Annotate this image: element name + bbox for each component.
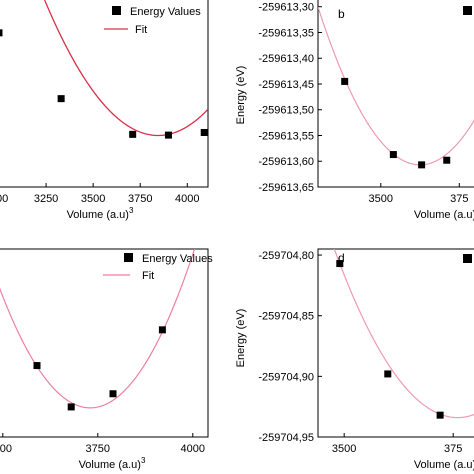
y-axis-label-b: Energy (eV) — [235, 66, 247, 125]
x-axis-label-a: Volume (a.u)3 — [67, 206, 134, 221]
panel-a: 000 3250 3500 3750 4000 Energy Values Fit Vo… — [0, 0, 209, 221]
panel-label-b: b — [338, 7, 345, 21]
x-tick-label: 3500 — [81, 193, 105, 205]
data-point — [384, 370, 392, 378]
x-tick-label: 375 — [450, 193, 468, 205]
x-tick-label: 000 — [0, 193, 8, 205]
y-tick-label: -259613,65 — [258, 182, 314, 194]
data-point — [389, 151, 397, 159]
legend-c: Energy Values Fit — [103, 253, 213, 282]
x-axis-label-d: Volume (a.u) — [414, 459, 474, 471]
x-tick-label: 4000 — [181, 443, 205, 455]
y-tick-label: -259704,95 — [258, 432, 314, 444]
legend-a: Energy Values Fit — [104, 6, 201, 36]
data-point — [164, 131, 172, 139]
legend-marker-a — [112, 6, 121, 15]
y-tick-label: -259613,45 — [258, 79, 314, 91]
y-tick-label: -259613,30 — [258, 2, 314, 14]
fit-curve-c — [0, 249, 196, 409]
y-tick-label: -259704,90 — [258, 371, 314, 383]
fit-curve-a — [43, 0, 208, 137]
y-axis-label-d: Energy (eV) — [235, 309, 247, 368]
x-axis-label-c: Volume (a.u)3 — [79, 456, 146, 471]
x-tick-label: 4000 — [175, 193, 199, 205]
x-tick-label: 3500 — [369, 193, 393, 205]
legend-label-energy-a: Energy Values — [130, 6, 201, 18]
legend-label-fit-c: Fit — [142, 270, 154, 282]
plot-frame-d — [317, 248, 474, 438]
legend-marker-c — [124, 253, 133, 262]
data-point — [336, 260, 344, 268]
data-point — [57, 95, 65, 103]
plot-frame-a — [0, 0, 209, 188]
legend-marker-b — [463, 6, 472, 15]
y-tick-label: -259613,40 — [258, 53, 314, 65]
y-tick-label: -259704,85 — [258, 311, 314, 323]
data-point — [67, 403, 75, 411]
y-tick-label: -259613,55 — [258, 130, 314, 142]
legend-label-energy-c: Energy Values — [142, 253, 213, 265]
data-point — [200, 128, 208, 136]
panel-c: 500 3750 4000 Energy Values Fit Volume (a.… — [0, 248, 213, 471]
x-tick-label: 3750 — [86, 443, 110, 455]
panel-label-d: d — [338, 251, 345, 265]
y-tick-label: -259613,60 — [258, 156, 314, 168]
data-point — [33, 362, 41, 370]
data-point — [158, 326, 166, 334]
legend-marker-d — [463, 254, 472, 263]
panel-b: 3500 375 -259613,30 -259613,35 -259613,40 -25… — [235, 0, 474, 221]
data-point — [129, 130, 137, 138]
plot-frame-b — [317, 0, 474, 188]
fit-curve-d — [333, 249, 474, 419]
x-tick-label: 375 — [444, 443, 462, 455]
x-tick-label: 3750 — [128, 193, 152, 205]
x-tick-label: 3500 — [332, 443, 356, 455]
x-tick-label: 500 — [0, 443, 12, 455]
data-point — [341, 77, 349, 85]
x-axis-label-b: Volume (a.u) — [414, 209, 474, 221]
y-tick-label: -259613,50 — [258, 105, 314, 117]
fit-curve-b — [318, 6, 474, 166]
x-tick-label: 3250 — [34, 193, 58, 205]
data-point — [443, 156, 451, 164]
data-point — [436, 411, 444, 419]
data-point — [418, 161, 426, 169]
data-point — [0, 29, 3, 37]
plot-frame-c — [0, 248, 209, 438]
data-point — [109, 390, 117, 398]
y-tick-label: -259704,80 — [258, 250, 314, 262]
y-tick-label: -259613,35 — [258, 27, 314, 39]
legend-label-fit-a: Fit — [135, 24, 147, 36]
panel-d: 3500 375 -259704,80 -259704,85 -259704,90 -25… — [235, 248, 474, 471]
